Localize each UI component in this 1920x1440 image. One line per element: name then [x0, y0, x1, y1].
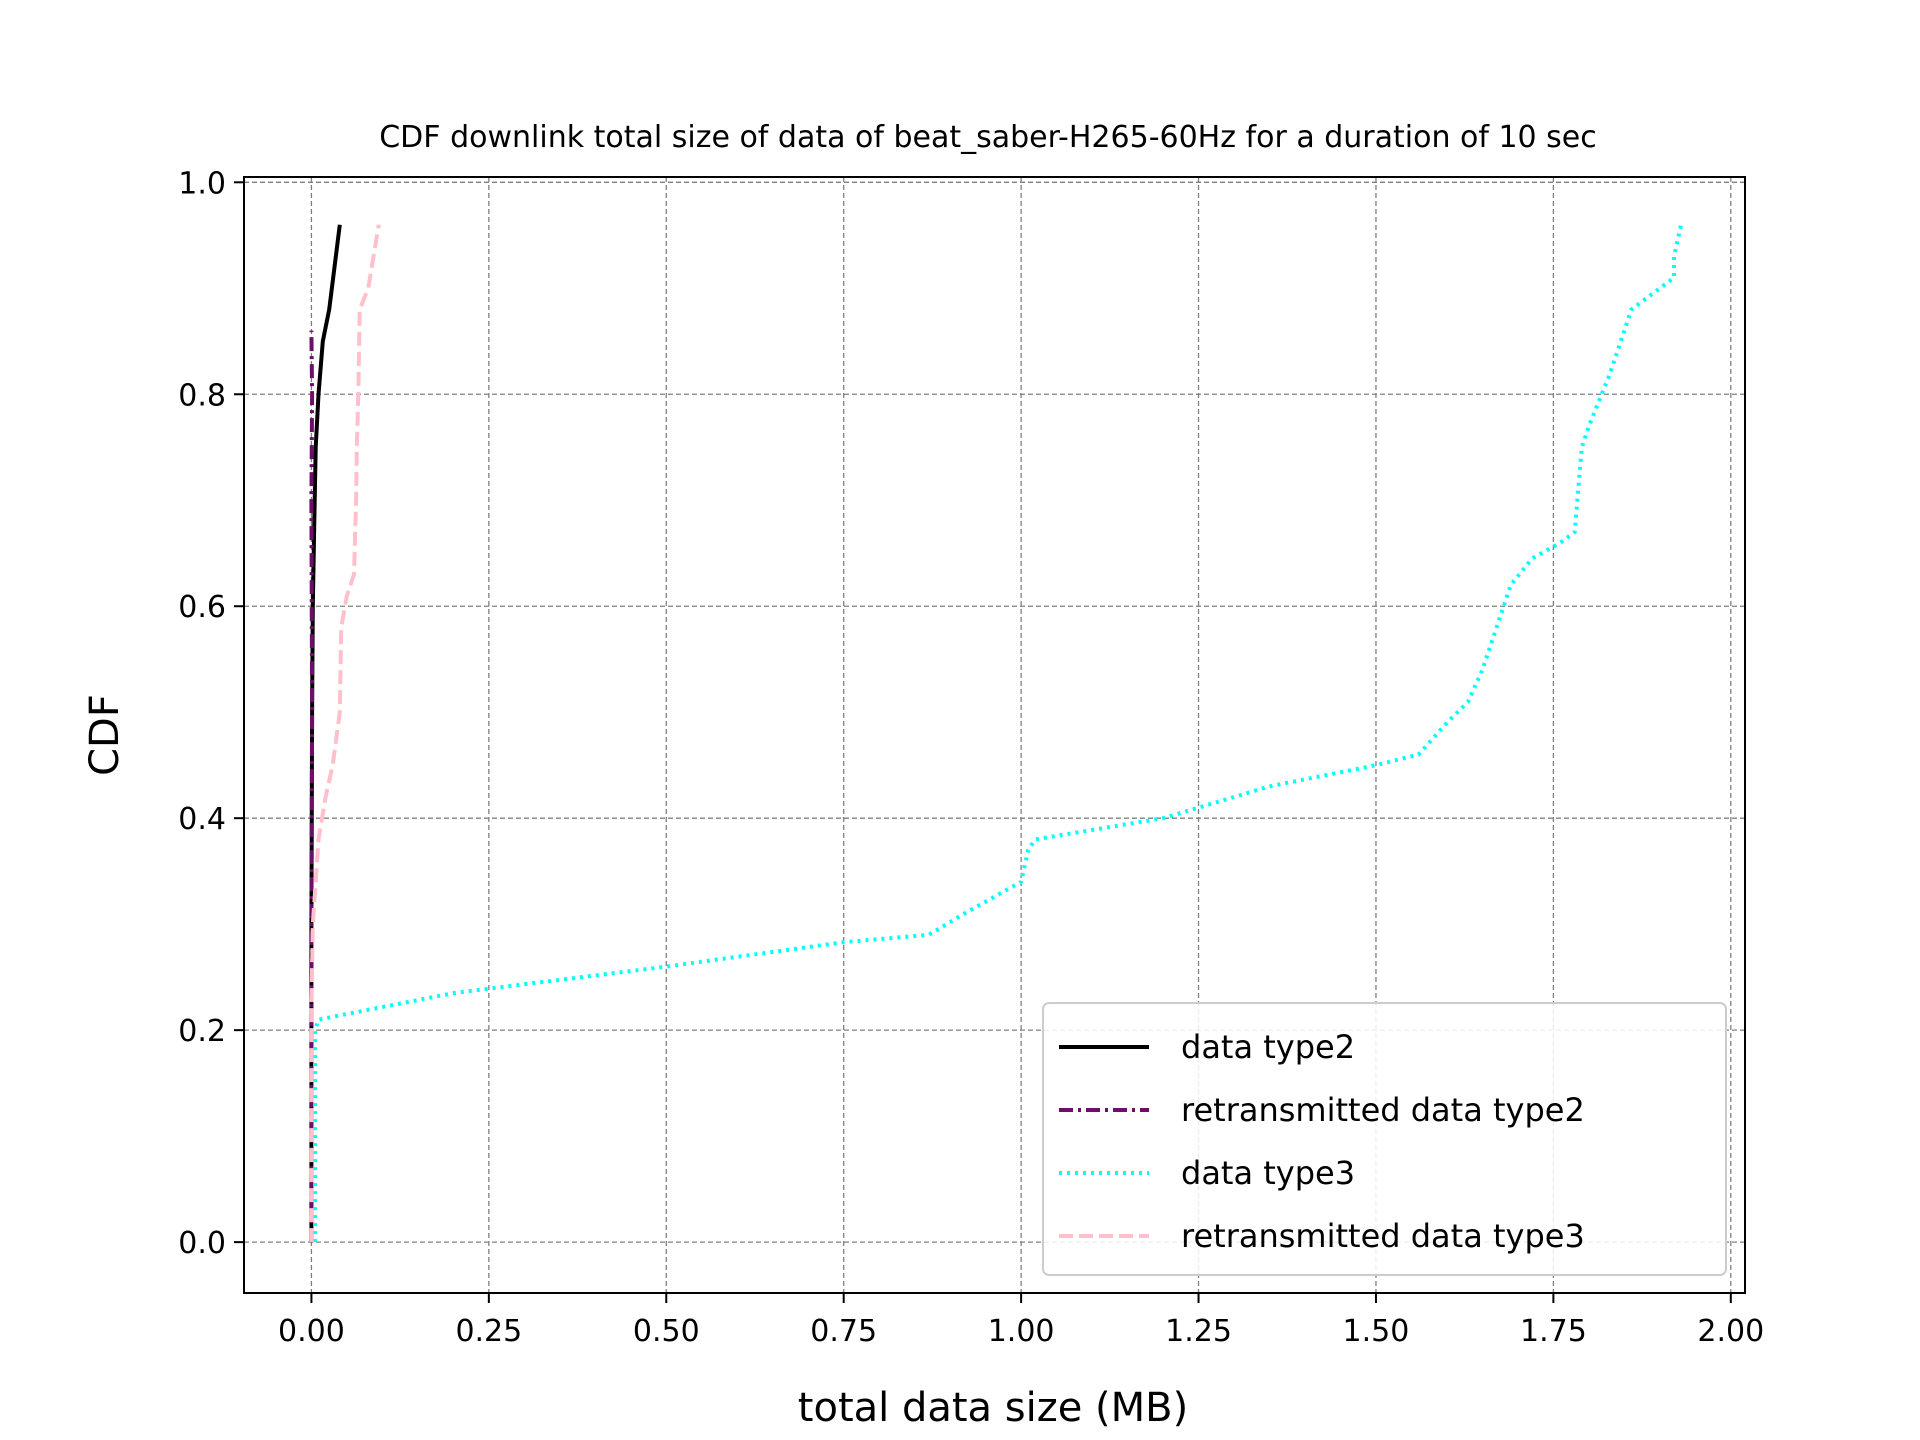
- x-tick-label: 1.00: [988, 1314, 1055, 1349]
- y-tick-label: 1.0: [178, 166, 226, 201]
- series-line-1: [309, 224, 342, 1243]
- legend: data type2 retransmitted data type2 data t…: [1042, 1002, 1727, 1276]
- x-tick-label: 0.50: [633, 1314, 700, 1349]
- y-tick-label: 0.8: [178, 378, 226, 413]
- legend-label: data type3: [1181, 1154, 1355, 1192]
- legend-label: retransmitted data type2: [1181, 1091, 1585, 1129]
- plot-frame: [243, 176, 1746, 1294]
- legend-box: [1042, 1002, 1727, 1276]
- x-tick-label: 1.75: [1520, 1314, 1587, 1349]
- x-axis-label: total data size (MB): [798, 1385, 1188, 1431]
- series-line-3: [313, 224, 1684, 1243]
- y-axis-label: CDF: [82, 694, 128, 776]
- x-tick-label: 0.00: [278, 1314, 345, 1349]
- y-tick-label: 0.2: [178, 1014, 226, 1049]
- x-tick-label: 2.00: [1697, 1314, 1764, 1349]
- x-tick-label: 1.25: [1165, 1314, 1232, 1349]
- y-tick-label: 0.4: [178, 802, 226, 837]
- legend-label: data type2: [1181, 1028, 1355, 1066]
- x-tick-label: 1.50: [1343, 1314, 1410, 1349]
- y-tick-label: 0.0: [178, 1226, 226, 1261]
- x-tick-label: 0.25: [455, 1314, 522, 1349]
- chart-title: CDF downlink total size of data of beat_…: [379, 120, 1597, 155]
- x-tick-label: 0.75: [810, 1314, 877, 1349]
- x-axis-ticks: 0.00 0.25 0.50 0.75 1.00 1.25 1.50 1.75 2.00: [278, 1293, 1764, 1349]
- legend-label: retransmitted data type3: [1181, 1217, 1585, 1255]
- y-tick-label: 0.6: [178, 590, 226, 625]
- y-axis-ticks: 0.0 0.2 0.4 0.6 0.8 1.0: [178, 166, 244, 1261]
- plot-lines: [309, 224, 1684, 1243]
